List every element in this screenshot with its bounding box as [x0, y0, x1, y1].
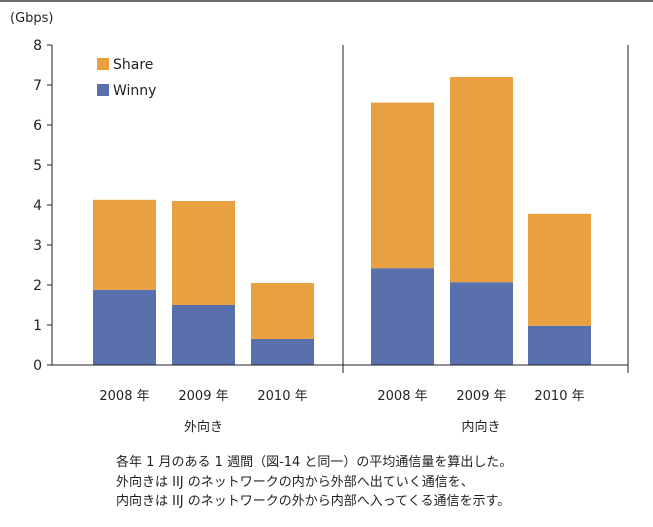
- bar-segment-share: [450, 77, 513, 283]
- x-category-label: 2009 年: [456, 389, 506, 404]
- bar-segment-winny: [528, 325, 591, 365]
- caption-line-2: 外向きは IIJ のネットワークの内から外部へ出ていく通信を、: [116, 474, 474, 490]
- y-tick-label: 5: [33, 158, 42, 174]
- y-tick-label: 8: [33, 38, 42, 54]
- x-category-label: 2008 年: [377, 389, 427, 404]
- caption-line-3: 内向きは IIJ のネットワークの外から内部へ入ってくる通信を示す。: [116, 494, 511, 509]
- y-tick-label: 6: [33, 118, 42, 134]
- x-category-label: 2010 年: [257, 389, 307, 404]
- bar-segment-winny: [450, 282, 513, 365]
- bar-segment-share: [371, 102, 434, 269]
- bar-segment-share: [528, 213, 591, 326]
- bar-segment-winny: [172, 305, 235, 365]
- y-tick-label: 0: [33, 358, 42, 374]
- bar-segment-share: [172, 201, 235, 305]
- y-tick-label: 4: [33, 198, 42, 214]
- bar-segment-share: [251, 283, 314, 339]
- y-tick-label: 7: [33, 78, 42, 94]
- y-tick-label: 3: [33, 238, 42, 254]
- y-tick-label: 2: [33, 278, 42, 294]
- legend-swatch-winny: [97, 84, 109, 96]
- legend-label-share: Share: [113, 57, 153, 73]
- x-category-label: 2009 年: [178, 389, 228, 404]
- bar-segment-winny: [93, 289, 156, 365]
- bar-segment-share: [93, 199, 156, 290]
- y-tick-label: 1: [33, 318, 42, 334]
- x-category-label: 2010 年: [534, 389, 584, 404]
- figure-caption: 各年 1 月のある 1 週間（図-14 と同一）の平均通信量を算出した。 外向き…: [116, 453, 512, 512]
- caption-line-1: 各年 1 月のある 1 週間（図-14 と同一）の平均通信量を算出した。: [116, 455, 513, 470]
- group-label: 内向き: [461, 419, 500, 435]
- legend-label-winny: Winny: [113, 83, 156, 99]
- bar-segment-winny: [251, 339, 314, 365]
- x-category-label: 2008 年: [99, 389, 149, 404]
- legend-swatch-share: [97, 58, 109, 70]
- top-rule: [0, 0, 653, 2]
- bar-segment-winny: [371, 268, 434, 365]
- y-unit-label: (Gbps): [10, 11, 54, 26]
- group-label: 外向き: [184, 419, 223, 435]
